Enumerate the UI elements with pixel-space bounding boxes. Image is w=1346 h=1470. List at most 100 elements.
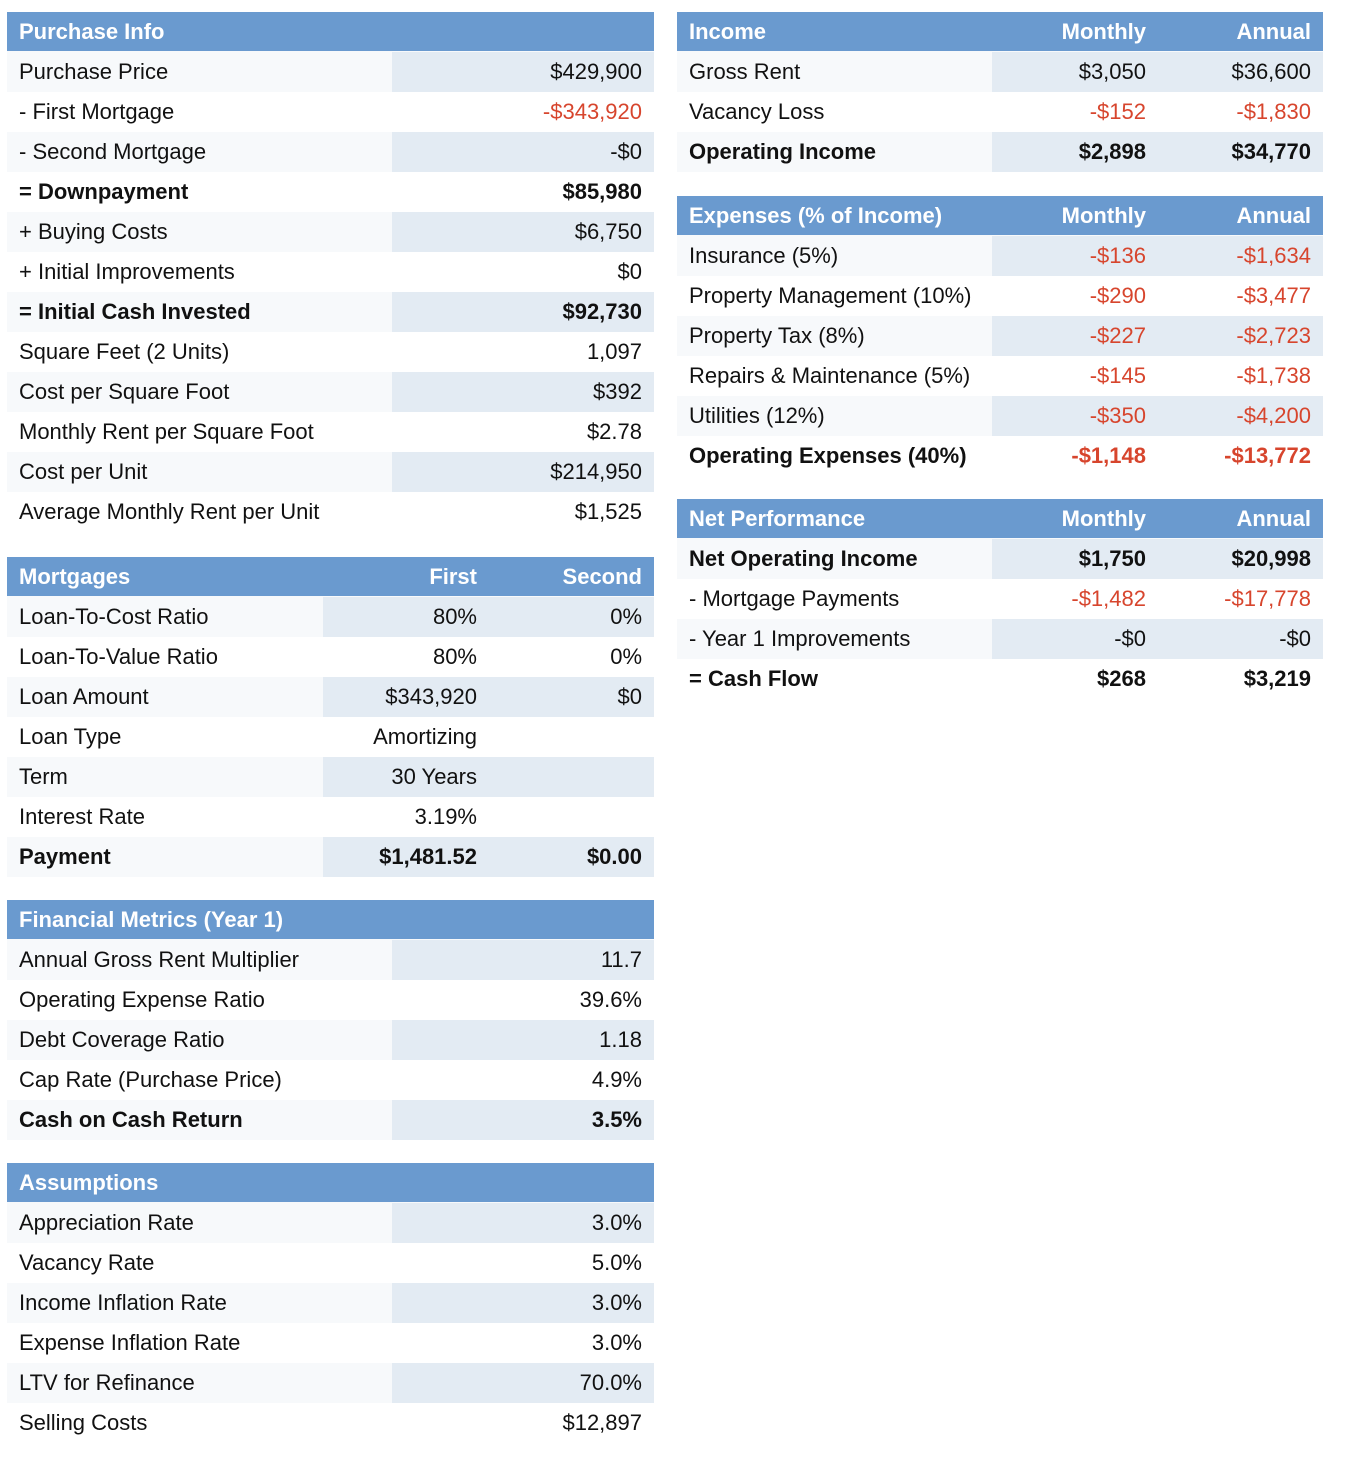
table-row: Interest Rate 3.19% bbox=[7, 797, 654, 837]
table-row: + Buying Costs $6,750 bbox=[7, 212, 654, 252]
row-value: $392 bbox=[392, 372, 654, 412]
row-label: Expense Inflation Rate bbox=[7, 1323, 392, 1363]
table-row: Operating Expenses (40%) -$1,148 -$13,77… bbox=[677, 436, 1323, 476]
column-header-monthly: Monthly bbox=[1061, 505, 1146, 531]
row-label: = Initial Cash Invested bbox=[7, 292, 392, 332]
first-value: 80% bbox=[323, 597, 489, 637]
row-label: Interest Rate bbox=[7, 797, 323, 837]
row-value: 3.0% bbox=[392, 1283, 654, 1323]
row-label: Repairs & Maintenance (5%) bbox=[677, 356, 992, 396]
table-row: Monthly Rent per Square Foot $2.78 bbox=[7, 412, 654, 452]
expenses-header: Expenses (% of Income) Monthly Annual bbox=[677, 196, 1323, 235]
row-label: Cost per Unit bbox=[7, 452, 392, 492]
row-label: Debt Coverage Ratio bbox=[7, 1020, 392, 1060]
table-row: Square Feet (2 Units) 1,097 bbox=[7, 332, 654, 372]
row-value: 3.5% bbox=[392, 1100, 654, 1140]
row-label: Purchase Price bbox=[7, 52, 392, 92]
purchase-info-header: Purchase Info bbox=[7, 12, 654, 51]
purchase-info-table: Purchase Info Purchase Price $429,900 - … bbox=[7, 12, 654, 532]
second-value: 0% bbox=[489, 637, 654, 677]
row-label: Loan-To-Cost Ratio bbox=[7, 597, 323, 637]
monthly-value: -$1,148 bbox=[992, 436, 1158, 476]
first-value: 80% bbox=[323, 637, 489, 677]
monthly-value: -$145 bbox=[992, 356, 1158, 396]
row-value: 3.0% bbox=[392, 1203, 654, 1243]
table-row: Annual Gross Rent Multiplier 11.7 bbox=[7, 940, 654, 980]
row-value: 3.0% bbox=[392, 1323, 654, 1363]
table-row: Repairs & Maintenance (5%) -$145 -$1,738 bbox=[677, 356, 1323, 396]
table-row: Average Monthly Rent per Unit $1,525 bbox=[7, 492, 654, 532]
table-row: Loan-To-Cost Ratio 80% 0% bbox=[7, 597, 654, 637]
row-value: -$0 bbox=[392, 132, 654, 172]
row-label: Operating Income bbox=[677, 132, 992, 172]
table-row: - Mortgage Payments -$1,482 -$17,778 bbox=[677, 579, 1323, 619]
income-table: Income Monthly Annual Gross Rent $3,050 … bbox=[677, 12, 1323, 172]
row-value: $1,525 bbox=[392, 492, 654, 532]
monthly-value: -$0 bbox=[992, 619, 1158, 659]
annual-value: $36,600 bbox=[1158, 52, 1323, 92]
table-row: + Initial Improvements $0 bbox=[7, 252, 654, 292]
table-row: Gross Rent $3,050 $36,600 bbox=[677, 52, 1323, 92]
table-row: Cash on Cash Return 3.5% bbox=[7, 1100, 654, 1140]
mortgages-table: Mortgages First Second Loan-To-Cost Rati… bbox=[7, 557, 654, 877]
row-label: Cash on Cash Return bbox=[7, 1100, 392, 1140]
row-value: 4.9% bbox=[392, 1060, 654, 1100]
row-label: Utilities (12%) bbox=[677, 396, 992, 436]
row-label: Term bbox=[7, 757, 323, 797]
table-row: Operating Income $2,898 $34,770 bbox=[677, 132, 1323, 172]
net-performance-title: Net Performance bbox=[689, 505, 866, 531]
table-row: Appreciation Rate 3.0% bbox=[7, 1203, 654, 1243]
row-value: 1,097 bbox=[392, 332, 654, 372]
table-row: Net Operating Income $1,750 $20,998 bbox=[677, 539, 1323, 579]
monthly-value: -$1,482 bbox=[992, 579, 1158, 619]
row-value: -$343,920 bbox=[392, 92, 654, 132]
table-row: Vacancy Loss -$152 -$1,830 bbox=[677, 92, 1323, 132]
table-row: Loan Amount $343,920 $0 bbox=[7, 677, 654, 717]
assumptions-table: Assumptions Appreciation Rate 3.0% Vacan… bbox=[7, 1163, 654, 1443]
first-value: 30 Years bbox=[323, 757, 489, 797]
table-row: - Year 1 Improvements -$0 -$0 bbox=[677, 619, 1323, 659]
row-label: - Mortgage Payments bbox=[677, 579, 992, 619]
expenses-table: Expenses (% of Income) Monthly Annual In… bbox=[677, 196, 1323, 476]
financial-metrics-header: Financial Metrics (Year 1) bbox=[7, 900, 654, 939]
row-value: $12,897 bbox=[392, 1403, 654, 1443]
first-value: $343,920 bbox=[323, 677, 489, 717]
monthly-value: $2,898 bbox=[992, 132, 1158, 172]
row-label: Loan-To-Value Ratio bbox=[7, 637, 323, 677]
row-value: $6,750 bbox=[392, 212, 654, 252]
column-header-first: First bbox=[429, 563, 477, 589]
table-row: Operating Expense Ratio 39.6% bbox=[7, 980, 654, 1020]
row-label: Average Monthly Rent per Unit bbox=[7, 492, 392, 532]
annual-value: -$1,738 bbox=[1158, 356, 1323, 396]
row-value: $92,730 bbox=[392, 292, 654, 332]
table-row: Debt Coverage Ratio 1.18 bbox=[7, 1020, 654, 1060]
table-row: Term 30 Years bbox=[7, 757, 654, 797]
row-value: 70.0% bbox=[392, 1363, 654, 1403]
table-row: - First Mortgage -$343,920 bbox=[7, 92, 654, 132]
row-label: Annual Gross Rent Multiplier bbox=[7, 940, 392, 980]
second-value: 0% bbox=[489, 597, 654, 637]
monthly-value: $3,050 bbox=[992, 52, 1158, 92]
annual-value: -$2,723 bbox=[1158, 316, 1323, 356]
monthly-value: -$227 bbox=[992, 316, 1158, 356]
annual-value: -$0 bbox=[1158, 619, 1323, 659]
table-row: Cost per Unit $214,950 bbox=[7, 452, 654, 492]
financial-metrics-table: Financial Metrics (Year 1) Annual Gross … bbox=[7, 900, 654, 1140]
first-value: $1,481.52 bbox=[323, 837, 489, 877]
row-label: Net Operating Income bbox=[677, 539, 992, 579]
row-label: Appreciation Rate bbox=[7, 1203, 392, 1243]
row-value: $0 bbox=[392, 252, 654, 292]
row-label: Payment bbox=[7, 837, 323, 877]
row-label: Vacancy Loss bbox=[677, 92, 992, 132]
assumptions-title: Assumptions bbox=[19, 1169, 159, 1195]
table-row: Income Inflation Rate 3.0% bbox=[7, 1283, 654, 1323]
table-row: Selling Costs $12,897 bbox=[7, 1403, 654, 1443]
table-row: Purchase Price $429,900 bbox=[7, 52, 654, 92]
income-header: Income Monthly Annual bbox=[677, 12, 1323, 51]
first-value: Amortizing bbox=[323, 717, 489, 757]
row-label: = Cash Flow bbox=[677, 659, 992, 699]
net-performance-table: Net Performance Monthly Annual Net Opera… bbox=[677, 499, 1323, 699]
annual-value: $20,998 bbox=[1158, 539, 1323, 579]
row-label: + Initial Improvements bbox=[7, 252, 392, 292]
annual-value: -$4,200 bbox=[1158, 396, 1323, 436]
